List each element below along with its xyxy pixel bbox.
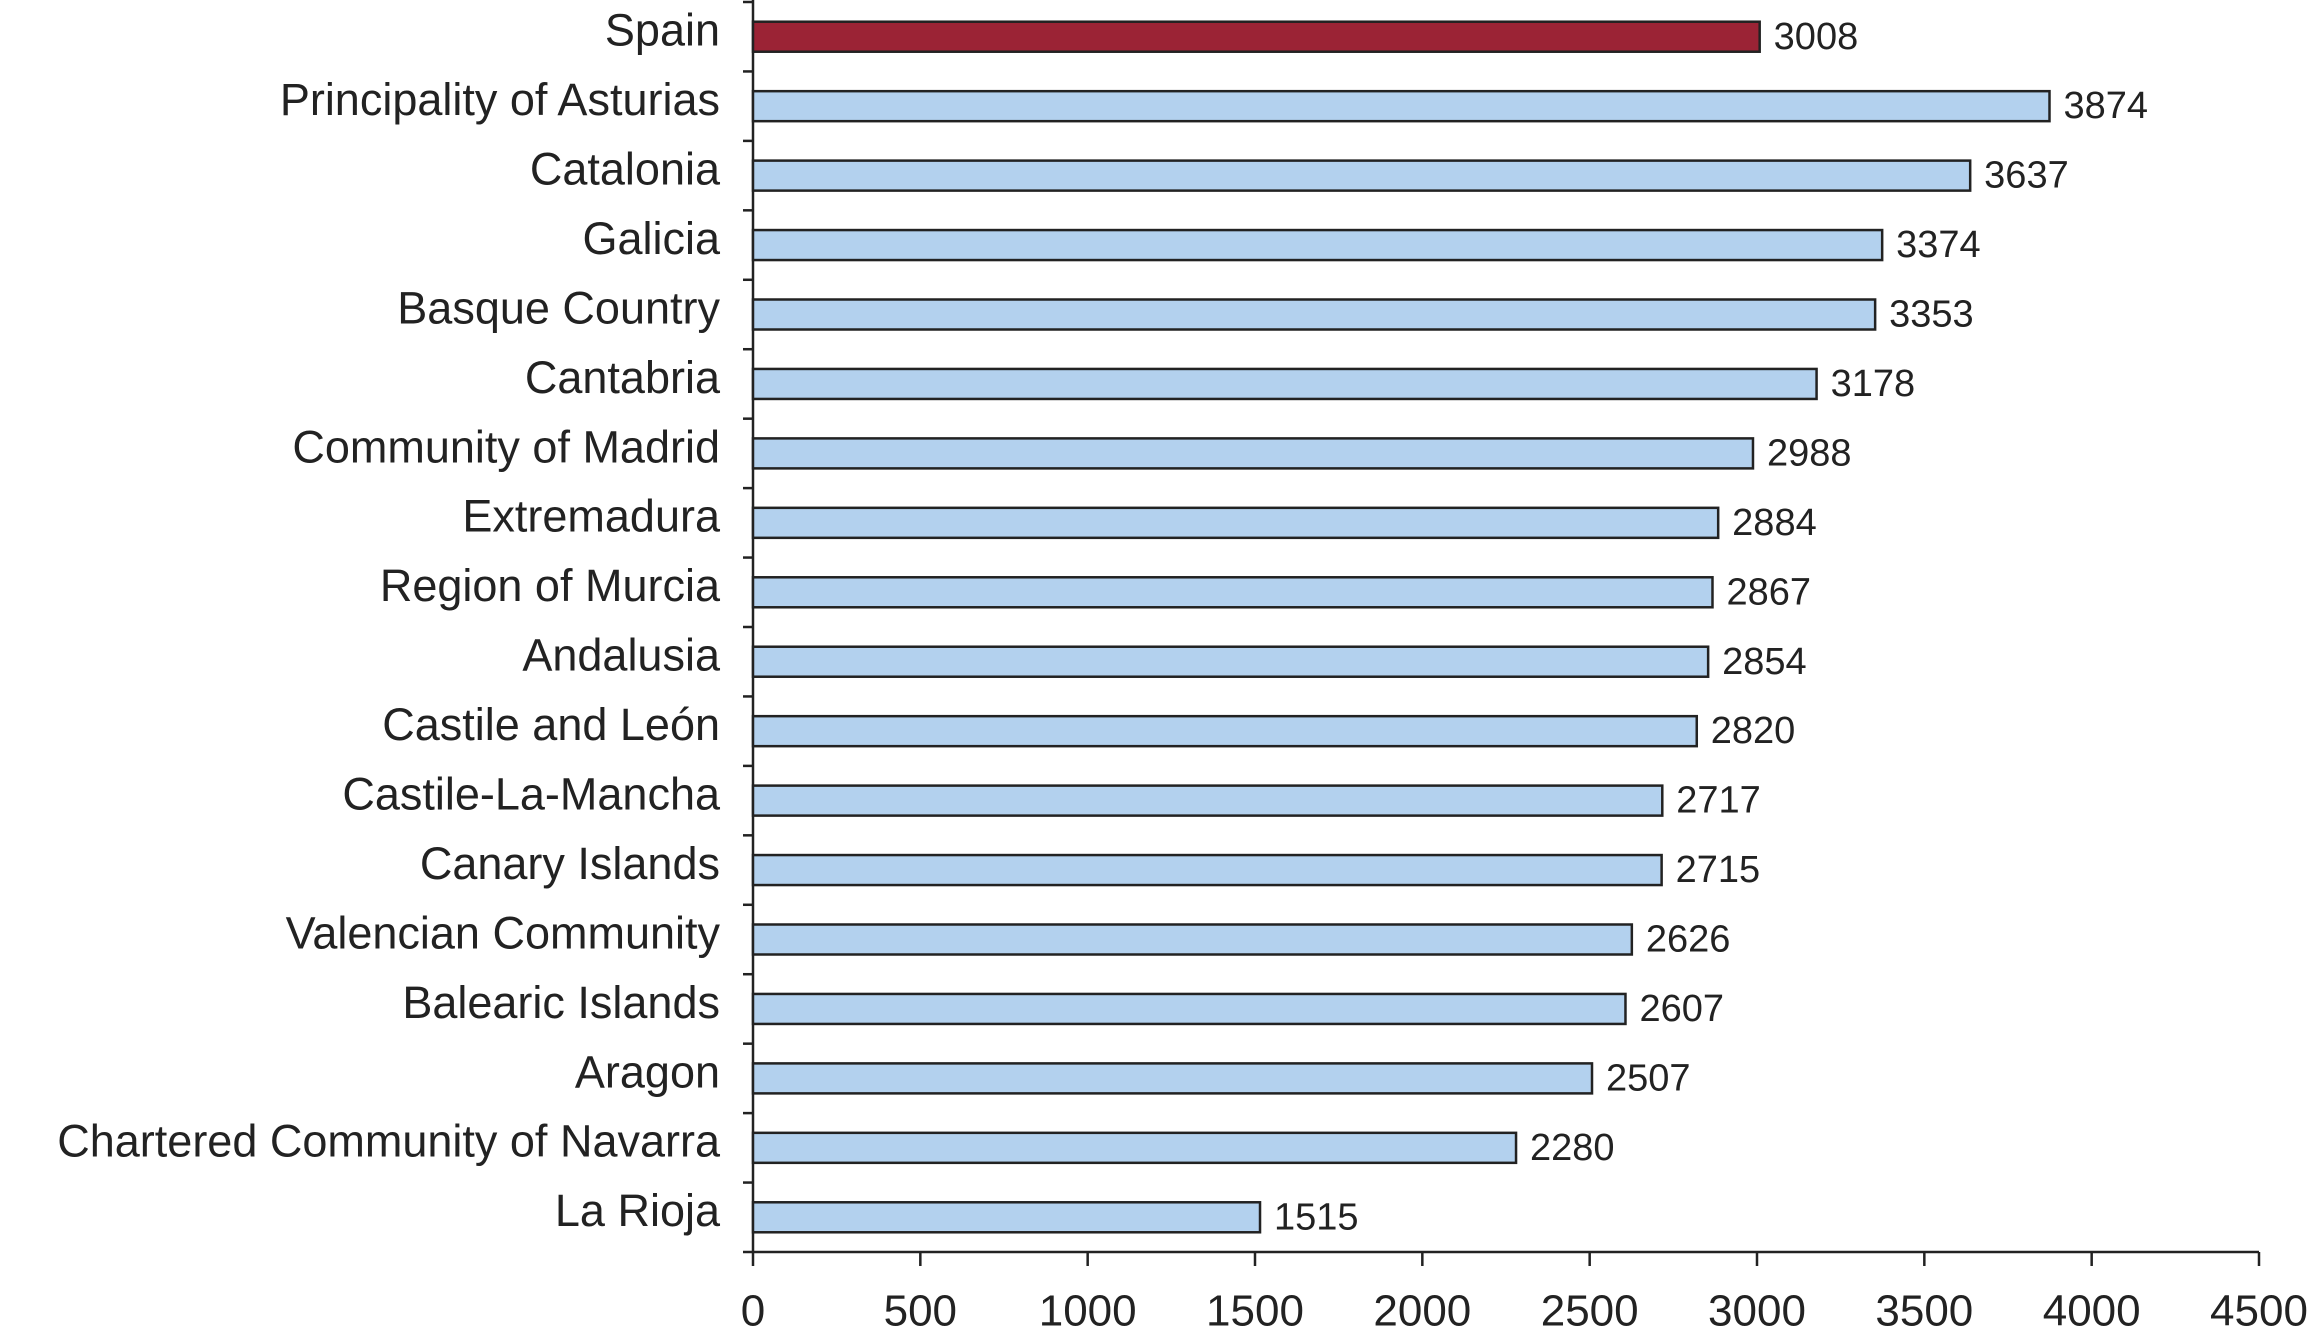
value-label: 3353 <box>1889 294 1974 336</box>
x-tick-label: 2000 <box>1373 1287 1471 1336</box>
category-label: Andalusia <box>522 630 721 681</box>
bar <box>751 992 1627 1026</box>
category-label: Region of Murcia <box>380 560 721 611</box>
bar <box>751 1201 1262 1234</box>
x-tick-label: 500 <box>884 1287 957 1336</box>
value-label: 3178 <box>1831 363 1916 405</box>
value-label: 2280 <box>1530 1127 1615 1169</box>
category-label: Balearic Islands <box>402 977 720 1028</box>
category-label: Galicia <box>582 213 721 264</box>
category-label: Community of Madrid <box>292 421 720 472</box>
bar <box>751 159 1972 192</box>
x-tick-label: 3500 <box>1875 1287 1973 1336</box>
category-label: Spain <box>605 5 720 56</box>
x-tick-label: 0 <box>741 1287 765 1336</box>
category-label: Extremadura <box>462 491 721 542</box>
value-label: 2507 <box>1606 1057 1691 1099</box>
category-label: Catalonia <box>530 144 721 195</box>
x-tick-label: 2500 <box>1541 1287 1639 1336</box>
bar <box>751 367 1818 401</box>
category-label: La Rioja <box>555 1185 721 1236</box>
x-tick-label: 3000 <box>1708 1287 1806 1336</box>
category-label: Aragon <box>575 1046 720 1097</box>
value-label: 3008 <box>1774 16 1859 58</box>
x-tick-label: 1500 <box>1206 1287 1304 1336</box>
bar <box>751 714 1699 748</box>
bar <box>751 923 1634 956</box>
value-label: 2717 <box>1676 780 1761 822</box>
value-label: 2715 <box>1676 849 1761 891</box>
bar <box>751 228 1884 262</box>
bar <box>751 645 1710 678</box>
bar <box>751 437 1755 470</box>
category-label: Castile and León <box>382 699 720 750</box>
category-label: Castile-La-Mancha <box>342 769 721 820</box>
value-label: 3637 <box>1984 155 2069 197</box>
bar <box>751 1131 1518 1165</box>
value-label: 2988 <box>1767 432 1852 474</box>
bar <box>751 506 1720 540</box>
value-label: 1515 <box>1274 1196 1359 1238</box>
category-label: Basque Country <box>397 282 720 333</box>
value-label: 3374 <box>1896 224 1981 266</box>
bar <box>751 1062 1594 1095</box>
value-label: 2854 <box>1722 641 1807 683</box>
bar <box>751 20 1761 53</box>
category-label: Canary Islands <box>420 838 720 889</box>
category-label: Cantabria <box>525 352 721 403</box>
category-label: Principality of Asturias <box>280 74 720 125</box>
bar <box>751 89 2051 123</box>
bar <box>751 576 1714 609</box>
value-label: 2820 <box>1711 710 1796 752</box>
bar <box>751 298 1877 331</box>
value-label: 3874 <box>2063 85 2148 127</box>
value-label: 2884 <box>1732 502 1817 544</box>
bar <box>751 853 1663 887</box>
value-label: 2607 <box>1639 988 1724 1030</box>
category-label: Valencian Community <box>286 907 721 958</box>
x-tick-label: 1000 <box>1039 1287 1137 1336</box>
x-tick-label: 4500 <box>2210 1287 2308 1336</box>
bar <box>751 784 1664 817</box>
value-label: 2867 <box>1726 571 1811 613</box>
x-tick-label: 4000 <box>2043 1287 2141 1336</box>
value-label: 2626 <box>1646 919 1731 961</box>
category-label: Chartered Community of Navarra <box>57 1116 721 1167</box>
